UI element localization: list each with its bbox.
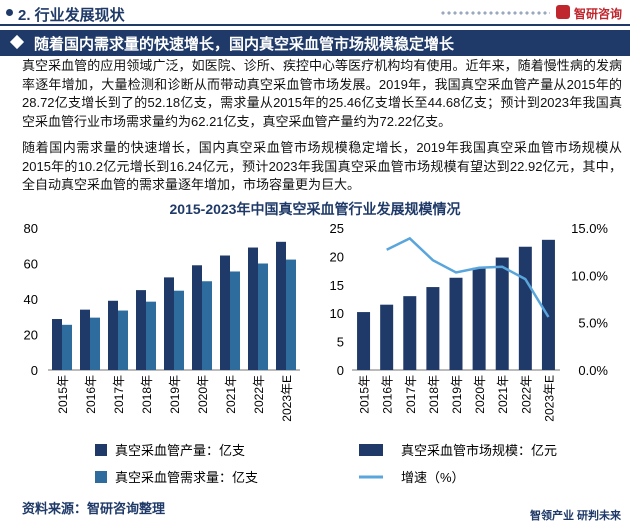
bar-market-size <box>541 239 555 370</box>
y-right-tick-label: 10.0% <box>571 268 608 283</box>
bar-market-size <box>449 277 463 370</box>
bar-demand <box>230 271 240 370</box>
bar-demand <box>118 310 128 370</box>
x-tick-label: 2021年 <box>496 375 510 414</box>
x-tick-label: 2019年 <box>168 375 182 414</box>
brand-name: 智研咨询 <box>574 7 623 21</box>
x-tick-label: 2022年 <box>252 375 266 414</box>
chart-title: 2015-2023年中国真空采血管行业发展规模情况 <box>169 201 461 217</box>
y-left-tick-label: 0 <box>337 363 344 378</box>
bar-production <box>276 241 286 370</box>
bar-market-size <box>380 304 394 370</box>
bar-production <box>192 265 202 370</box>
y-left-tick-label: 25 <box>330 221 344 236</box>
bar-production <box>136 290 146 370</box>
bar-demand <box>146 301 156 370</box>
legend-production-label: 真空采血管产量：亿支 <box>115 443 245 458</box>
growth-rate-line <box>386 236 550 318</box>
section-title: 2. 行业发展现状 <box>18 7 125 24</box>
x-tick-label: 2020年 <box>473 375 487 414</box>
x-tick-label: 2018年 <box>427 375 441 414</box>
bar-demand <box>258 263 268 370</box>
banner-title: 随着国内需求量的快速增长，国内真空采血管市场规模稳定增长 <box>34 36 455 53</box>
y-tick-label: 0 <box>31 363 38 378</box>
header-divider <box>0 24 630 26</box>
x-tick-label: 2016年 <box>381 375 395 414</box>
x-tick-label: 2023年E <box>542 375 556 422</box>
bar-production <box>80 309 90 370</box>
y-tick-label: 40 <box>24 292 38 307</box>
y-left-tick-label: 5 <box>337 335 344 350</box>
bar-production <box>248 247 258 370</box>
bar-demand <box>90 317 100 370</box>
legend-demand-swatch <box>95 471 107 483</box>
x-tick-label: 2020年 <box>196 375 210 414</box>
bar-demand <box>286 259 296 370</box>
bar-production <box>52 319 62 370</box>
bar-market-size <box>518 246 532 370</box>
section-banner <box>0 30 630 56</box>
x-tick-label: 2022年 <box>519 375 533 414</box>
body-paragraph-2: 随着国内需求量的快速增长，国内真空采血管市场规模稳定增长，2019年我国真空采血… <box>22 140 622 193</box>
bar-market-size <box>426 287 440 370</box>
bar-market-size <box>472 267 486 370</box>
bar-demand <box>174 290 184 370</box>
bar-production <box>220 255 230 370</box>
x-tick-label: 2017年 <box>404 375 418 414</box>
bar-market-size <box>495 257 509 370</box>
legend-market-size-swatch <box>359 444 383 456</box>
chart-production-demand: 0 20 40 60 80 2015年 2016年 2017年 2018年 2019年 2020年 2… <box>24 221 300 422</box>
header-bullet <box>6 9 13 16</box>
source-note: 资料来源：智研咨询整理 <box>22 501 166 516</box>
legend-growth-label: 增速（%） <box>401 470 465 485</box>
x-tick-label: 2015年 <box>358 375 372 414</box>
x-tick-label: 2021年 <box>224 375 238 414</box>
bar-production <box>164 277 174 370</box>
legend-demand-label: 真空采血管需求量：亿支 <box>115 470 258 485</box>
bar-demand <box>62 324 72 370</box>
footer-slogan: 智领产业 研判未来 <box>530 510 622 522</box>
y-right-tick-label: 5.0% <box>578 316 608 331</box>
chart-market-size: 0 5 10 15 20 25 0.0% 5.0% 10.0% 15.0% 2015年 2016年 20… <box>330 221 609 422</box>
x-tick-label: 2023年E <box>280 375 294 422</box>
brand-logo-icon <box>556 5 570 19</box>
bar-demand <box>202 281 212 370</box>
y-tick-label: 60 <box>24 257 38 272</box>
x-tick-label: 2018年 <box>140 375 154 414</box>
body-paragraph-1: 真空采血管的应用领域广泛，如医院、诊所、疾控中心等医疗机构均有使用。近年来，随着… <box>22 58 622 129</box>
x-tick-label: 2017年 <box>112 375 126 414</box>
y-right-tick-label: 0.0% <box>578 363 608 378</box>
x-tick-label: 2016年 <box>84 375 98 414</box>
y-left-tick-label: 10 <box>330 306 344 321</box>
bar-market-size <box>403 296 417 370</box>
bar-market-size <box>357 312 371 370</box>
x-tick-label: 2019年 <box>450 375 464 414</box>
header-dot-pattern <box>440 9 550 17</box>
bar-production <box>108 300 118 370</box>
x-tick-label: 2015年 <box>56 375 70 414</box>
y-left-tick-label: 15 <box>330 278 344 293</box>
y-left-tick-label: 20 <box>330 249 344 264</box>
y-tick-label: 20 <box>24 328 38 343</box>
legend-production-swatch <box>95 444 107 456</box>
y-tick-label: 80 <box>24 221 38 236</box>
legend-market-size-label: 真空采血管市场规模：亿元 <box>401 443 557 458</box>
y-right-tick-label: 15.0% <box>571 221 608 236</box>
